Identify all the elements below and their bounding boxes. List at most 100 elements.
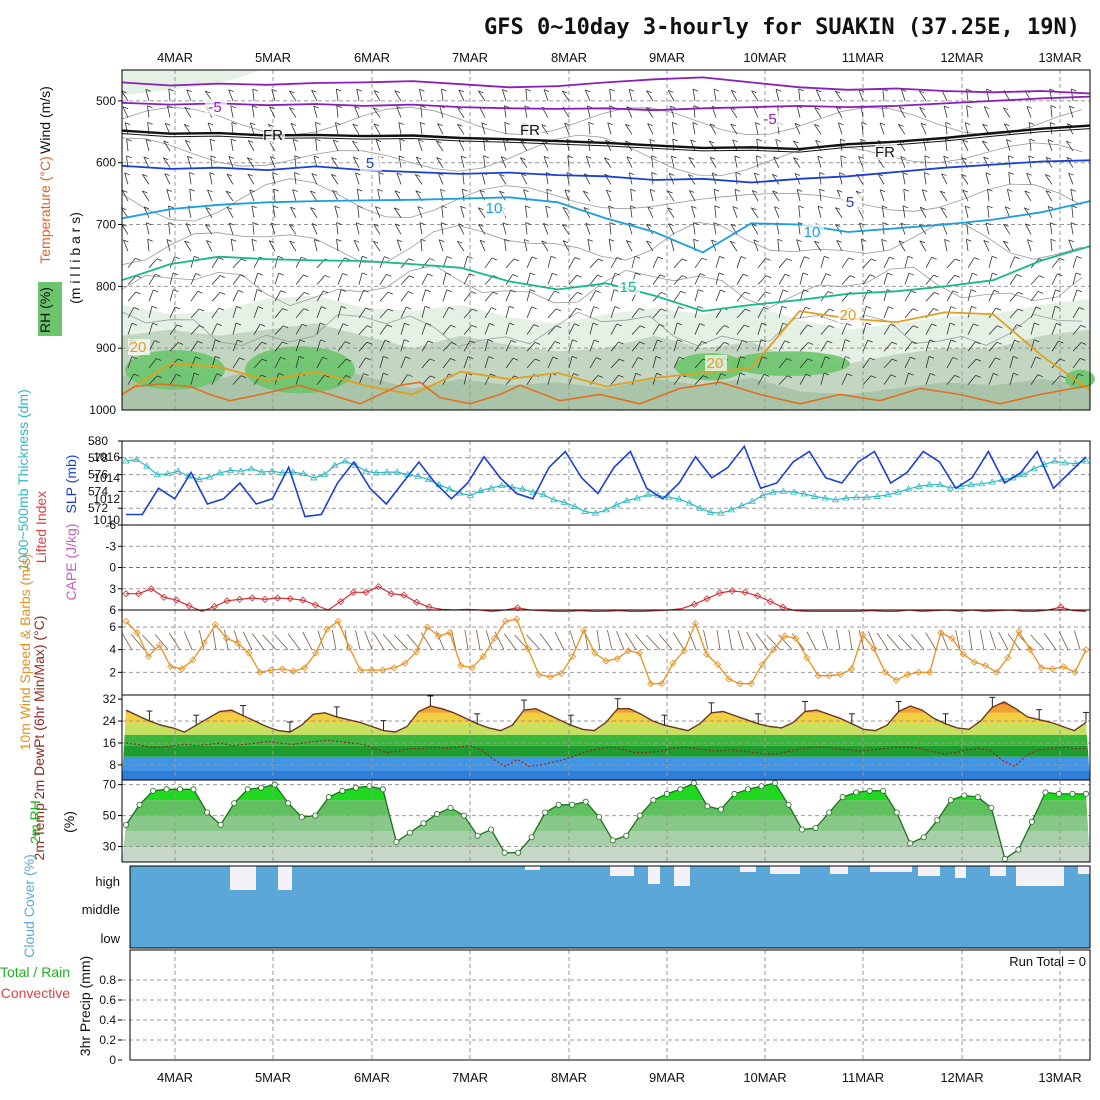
cape-axis-label: CAPE (J/kg) (63, 523, 79, 600)
wind-barb (778, 258, 792, 269)
wind-barb-shaft (1050, 105, 1053, 118)
wind-barb (211, 339, 221, 352)
wind-barb (901, 89, 907, 102)
wind-barb (584, 89, 591, 102)
wind-barb-shaft (253, 272, 259, 285)
wind-barb (421, 375, 436, 385)
wind-barb-flag (135, 291, 141, 295)
wind-barb-flag (257, 272, 263, 276)
wind-barb-flag (261, 341, 267, 345)
rh-point (785, 801, 792, 808)
wind-barb-flag (1059, 358, 1066, 362)
y-tick-label: 700 (96, 218, 116, 232)
wind-barb (378, 172, 384, 185)
wind-barb-flag (198, 308, 205, 312)
wind-barb (1009, 256, 1020, 268)
wind-barb-shaft (441, 205, 444, 218)
wind-barb-shaft (1072, 289, 1078, 302)
wind-barb-flag (373, 107, 379, 111)
wind-barb (187, 155, 193, 168)
wind-barb (289, 107, 297, 118)
wind-barb-flag (333, 139, 339, 143)
wind-barb-shaft (504, 239, 507, 252)
wind-barb-flag (856, 190, 862, 194)
wind-barb (605, 189, 612, 202)
wind-barb-flag (251, 238, 258, 242)
thickness-point (330, 461, 339, 468)
wind-barb-shaft (736, 273, 744, 285)
wind-barb (394, 223, 402, 235)
wind-barb (967, 257, 980, 269)
wind-barb (505, 340, 517, 352)
wind-barb-shaft (547, 356, 554, 369)
contour-label-bg (618, 279, 640, 295)
wind-barb (167, 105, 173, 118)
rh-point (123, 821, 130, 828)
wind-barb (985, 222, 992, 235)
wind-barb-flag (837, 189, 843, 193)
lifted-index-point (387, 590, 395, 598)
wind-barb-10m (596, 629, 601, 650)
wind-barb (145, 88, 151, 102)
wind-barb (393, 207, 402, 218)
rh-point (136, 801, 143, 808)
wind-barb-shaft (547, 325, 557, 335)
wind-barb-flag (135, 257, 141, 261)
wind-barb-shaft (231, 122, 234, 135)
wind-barb-shaft (610, 306, 616, 319)
wind-barb-shaft (925, 292, 935, 302)
wind-barb (442, 272, 452, 285)
wind-barb-flag (670, 105, 676, 109)
wind-barb-flag (1059, 257, 1065, 261)
lifted-index-point (311, 601, 320, 609)
wind-barb-shaft (289, 90, 297, 102)
wind-barb-shaft (841, 373, 848, 385)
date-label-top: 8MAR (551, 50, 587, 65)
wind-barb-flag (616, 257, 623, 260)
wind-barb (673, 275, 688, 285)
rh-point (433, 811, 440, 818)
wind-speed-point (803, 654, 811, 662)
wind-barb-shaft (751, 90, 759, 102)
wind-barb-flag (240, 274, 246, 278)
thickness-point (466, 491, 475, 498)
date-label-top: 10MAR (743, 50, 786, 65)
wind-barb (505, 305, 515, 318)
wind-barb-shaft (778, 258, 788, 269)
thickness-point (998, 475, 1007, 483)
wind-barb (421, 258, 435, 269)
wind-barb-flag (304, 292, 310, 295)
thickness-point (1071, 459, 1080, 467)
wind-barb (168, 205, 174, 218)
cloud-gap (674, 866, 690, 886)
wind-barb-10m (262, 634, 277, 650)
wind-barb-shaft (463, 372, 468, 385)
wind-barb (316, 306, 327, 319)
wind-barb-flag (860, 138, 866, 142)
rh-point (1055, 790, 1062, 797)
wind-barb-flag (775, 139, 781, 142)
wind-speed-point (524, 644, 532, 653)
wind-barb-flag (713, 188, 720, 192)
wind-barb (253, 323, 266, 335)
wind-barb (925, 256, 937, 269)
wind-barb (879, 189, 886, 202)
rh-point (826, 809, 833, 816)
wind-barb-flag (268, 240, 275, 244)
wind-barb-shaft (190, 256, 195, 268)
wind-barb (504, 238, 510, 252)
wind-barb (862, 339, 873, 352)
wind-barb-flag (955, 258, 961, 262)
wind-barb-flag (531, 306, 537, 310)
wind-barb (757, 373, 770, 385)
wind-barb (815, 139, 822, 152)
wind-speed-point (323, 625, 331, 633)
wind-barb-flag (655, 355, 662, 359)
thickness-point (539, 490, 548, 498)
wind-barb-flag (218, 307, 225, 311)
wind-barb (332, 139, 339, 152)
wind-barb-shaft (609, 88, 612, 101)
wind-barb (943, 105, 950, 118)
wind-barb-shaft (268, 240, 276, 252)
wind-barb (736, 356, 746, 369)
